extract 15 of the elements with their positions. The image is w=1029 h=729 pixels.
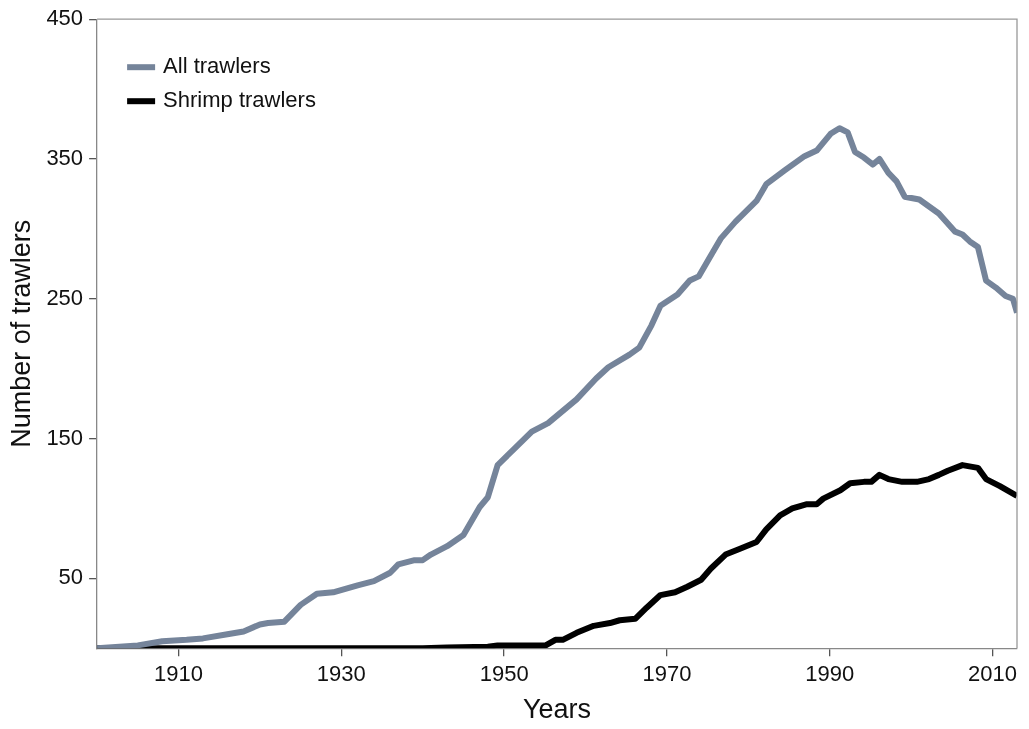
y-tick-label: 450: [46, 5, 84, 31]
x-tick-label: 1910: [154, 661, 203, 687]
legend-label: All trawlers: [163, 53, 271, 79]
y-tick-label: 250: [46, 284, 84, 310]
x-axis-title: Years: [523, 694, 592, 725]
y-tick-label: 50: [58, 564, 84, 590]
y-tick-label: 350: [46, 145, 84, 171]
x-tick-label: 1950: [479, 661, 529, 687]
x-tick-label: 1930: [316, 661, 366, 687]
x-tick-label: 1970: [642, 661, 692, 687]
x-tick-label: 1990: [805, 661, 855, 687]
legend-label: Shrimp trawlers: [163, 87, 316, 113]
y-axis-title: Number of trawlers: [5, 219, 36, 448]
y-tick-label: 150: [46, 424, 84, 450]
x-tick-label: 2010: [968, 661, 1018, 687]
